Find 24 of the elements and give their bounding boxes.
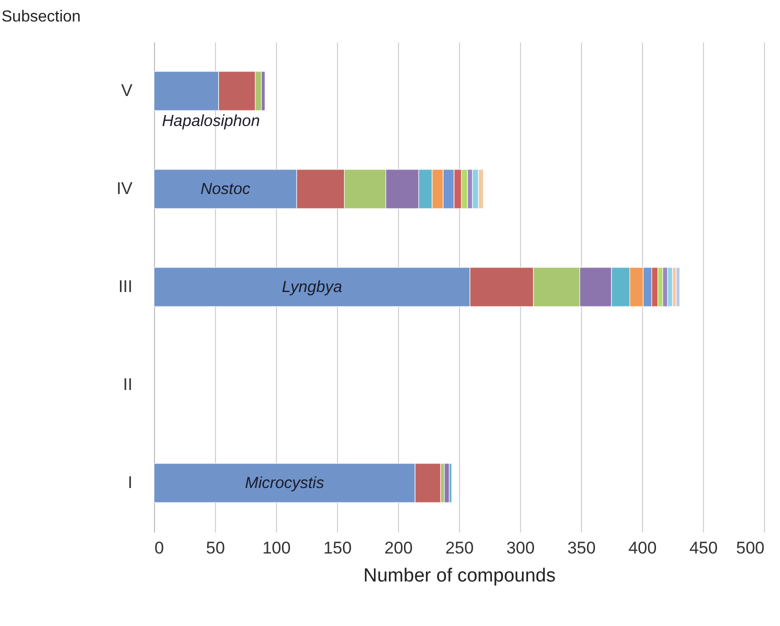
x-axis-title: Number of compounds	[363, 566, 556, 586]
annotation: Hapalosiphon	[162, 113, 260, 130]
bar	[444, 463, 450, 503]
y-tick-label: I	[128, 473, 132, 492]
x-tick-label: 100	[262, 538, 291, 558]
x-tick-label: 200	[384, 538, 413, 558]
x-tick-label: 400	[628, 538, 657, 558]
annotation: Lyngbya	[282, 279, 342, 296]
y-axis-title: Subsection	[2, 8, 81, 26]
y-tick-label: V	[121, 81, 134, 100]
x-tick-label: 300	[506, 538, 535, 558]
x-tick-label: 0	[154, 538, 164, 558]
x-tick-label: 250	[445, 538, 474, 558]
y-tick-label: II	[123, 375, 132, 394]
x-tick-label: 500	[736, 538, 764, 558]
x-tick-label: 450	[689, 538, 718, 558]
y-tick-label: III	[118, 277, 132, 296]
annotation: Nostoc	[200, 181, 250, 198]
x-tick-label: 50	[206, 538, 225, 558]
bar	[676, 267, 680, 307]
y-tick-label: IV	[116, 179, 134, 198]
annotation: Microcystis	[244, 475, 324, 492]
x-tick-label: 150	[323, 538, 352, 558]
x-tick-label: 350	[567, 538, 596, 558]
